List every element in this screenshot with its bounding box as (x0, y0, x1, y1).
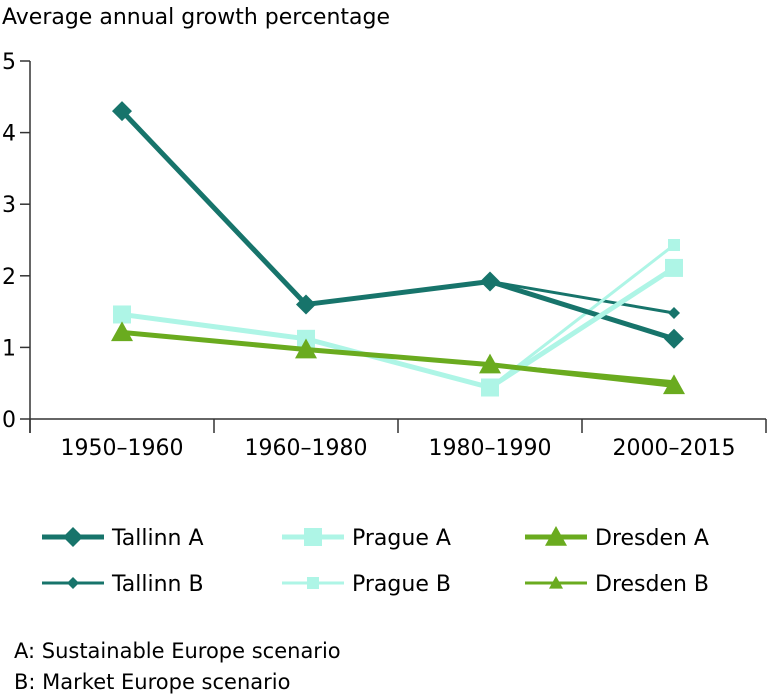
data-point (113, 305, 131, 324)
series-dresden-a (111, 321, 685, 395)
data-point (663, 374, 685, 395)
legend-item-dresden-b: Dresden B (525, 572, 709, 597)
y-axis-title: Average annual growth percentage (2, 5, 390, 30)
legend-item-tallinn-b: Tallinn B (42, 572, 204, 597)
note-scenario-a: A: Sustainable Europe scenario (14, 639, 341, 663)
data-point (111, 321, 133, 342)
data-point (479, 353, 501, 374)
data-point (295, 338, 317, 359)
series-tallinn-b (116, 105, 680, 320)
series-tallinn-a (112, 101, 684, 349)
legend-item-prague-a: Prague A (282, 526, 451, 551)
legend-item-dresden-a: Dresden A (525, 526, 709, 551)
legend-label: Dresden B (595, 572, 709, 597)
series-line (120, 110, 675, 315)
legend-item-prague-b: Prague B (282, 572, 451, 597)
legend-swatch-marker (307, 577, 319, 589)
legend-swatch-marker (63, 527, 83, 547)
legend-swatch-marker (67, 577, 79, 589)
legend-label: Prague B (352, 572, 451, 597)
data-point (481, 378, 499, 397)
y-tick-label: 2 (2, 265, 16, 290)
x-tick-label: 1960–1980 (245, 436, 368, 461)
y-tick-label: 4 (2, 122, 16, 147)
data-point (668, 307, 680, 320)
legend-label: Dresden A (595, 526, 709, 551)
legend-label: Tallinn B (111, 572, 204, 597)
series-line (121, 329, 675, 388)
y-tick-label: 3 (2, 193, 16, 218)
y-tick-label: 1 (2, 336, 16, 361)
data-point (665, 258, 683, 277)
x-tick-label: 2000–2015 (613, 436, 736, 461)
data-point (480, 271, 500, 292)
data-point (664, 328, 684, 349)
y-tick-label: 5 (2, 50, 16, 75)
data-point (668, 239, 680, 252)
legend-swatch-marker (549, 576, 563, 589)
note-scenario-b: B: Market Europe scenario (14, 670, 290, 694)
x-tick-label: 1950–1960 (61, 436, 184, 461)
series-line (120, 109, 675, 342)
x-tick-label: 1980–1990 (429, 436, 552, 461)
legend-label: Prague A (352, 526, 451, 551)
series-line (121, 243, 675, 389)
y-tick-label: 0 (2, 408, 16, 433)
legend-swatch-marker (304, 528, 322, 546)
legend-item-tallinn-a: Tallinn A (42, 526, 204, 551)
series-line (121, 265, 676, 390)
series-prague-a (113, 258, 683, 397)
data-point (112, 101, 132, 122)
legend-swatch-marker (545, 526, 567, 546)
legend-label: Tallinn A (111, 526, 204, 551)
data-point (296, 294, 316, 315)
